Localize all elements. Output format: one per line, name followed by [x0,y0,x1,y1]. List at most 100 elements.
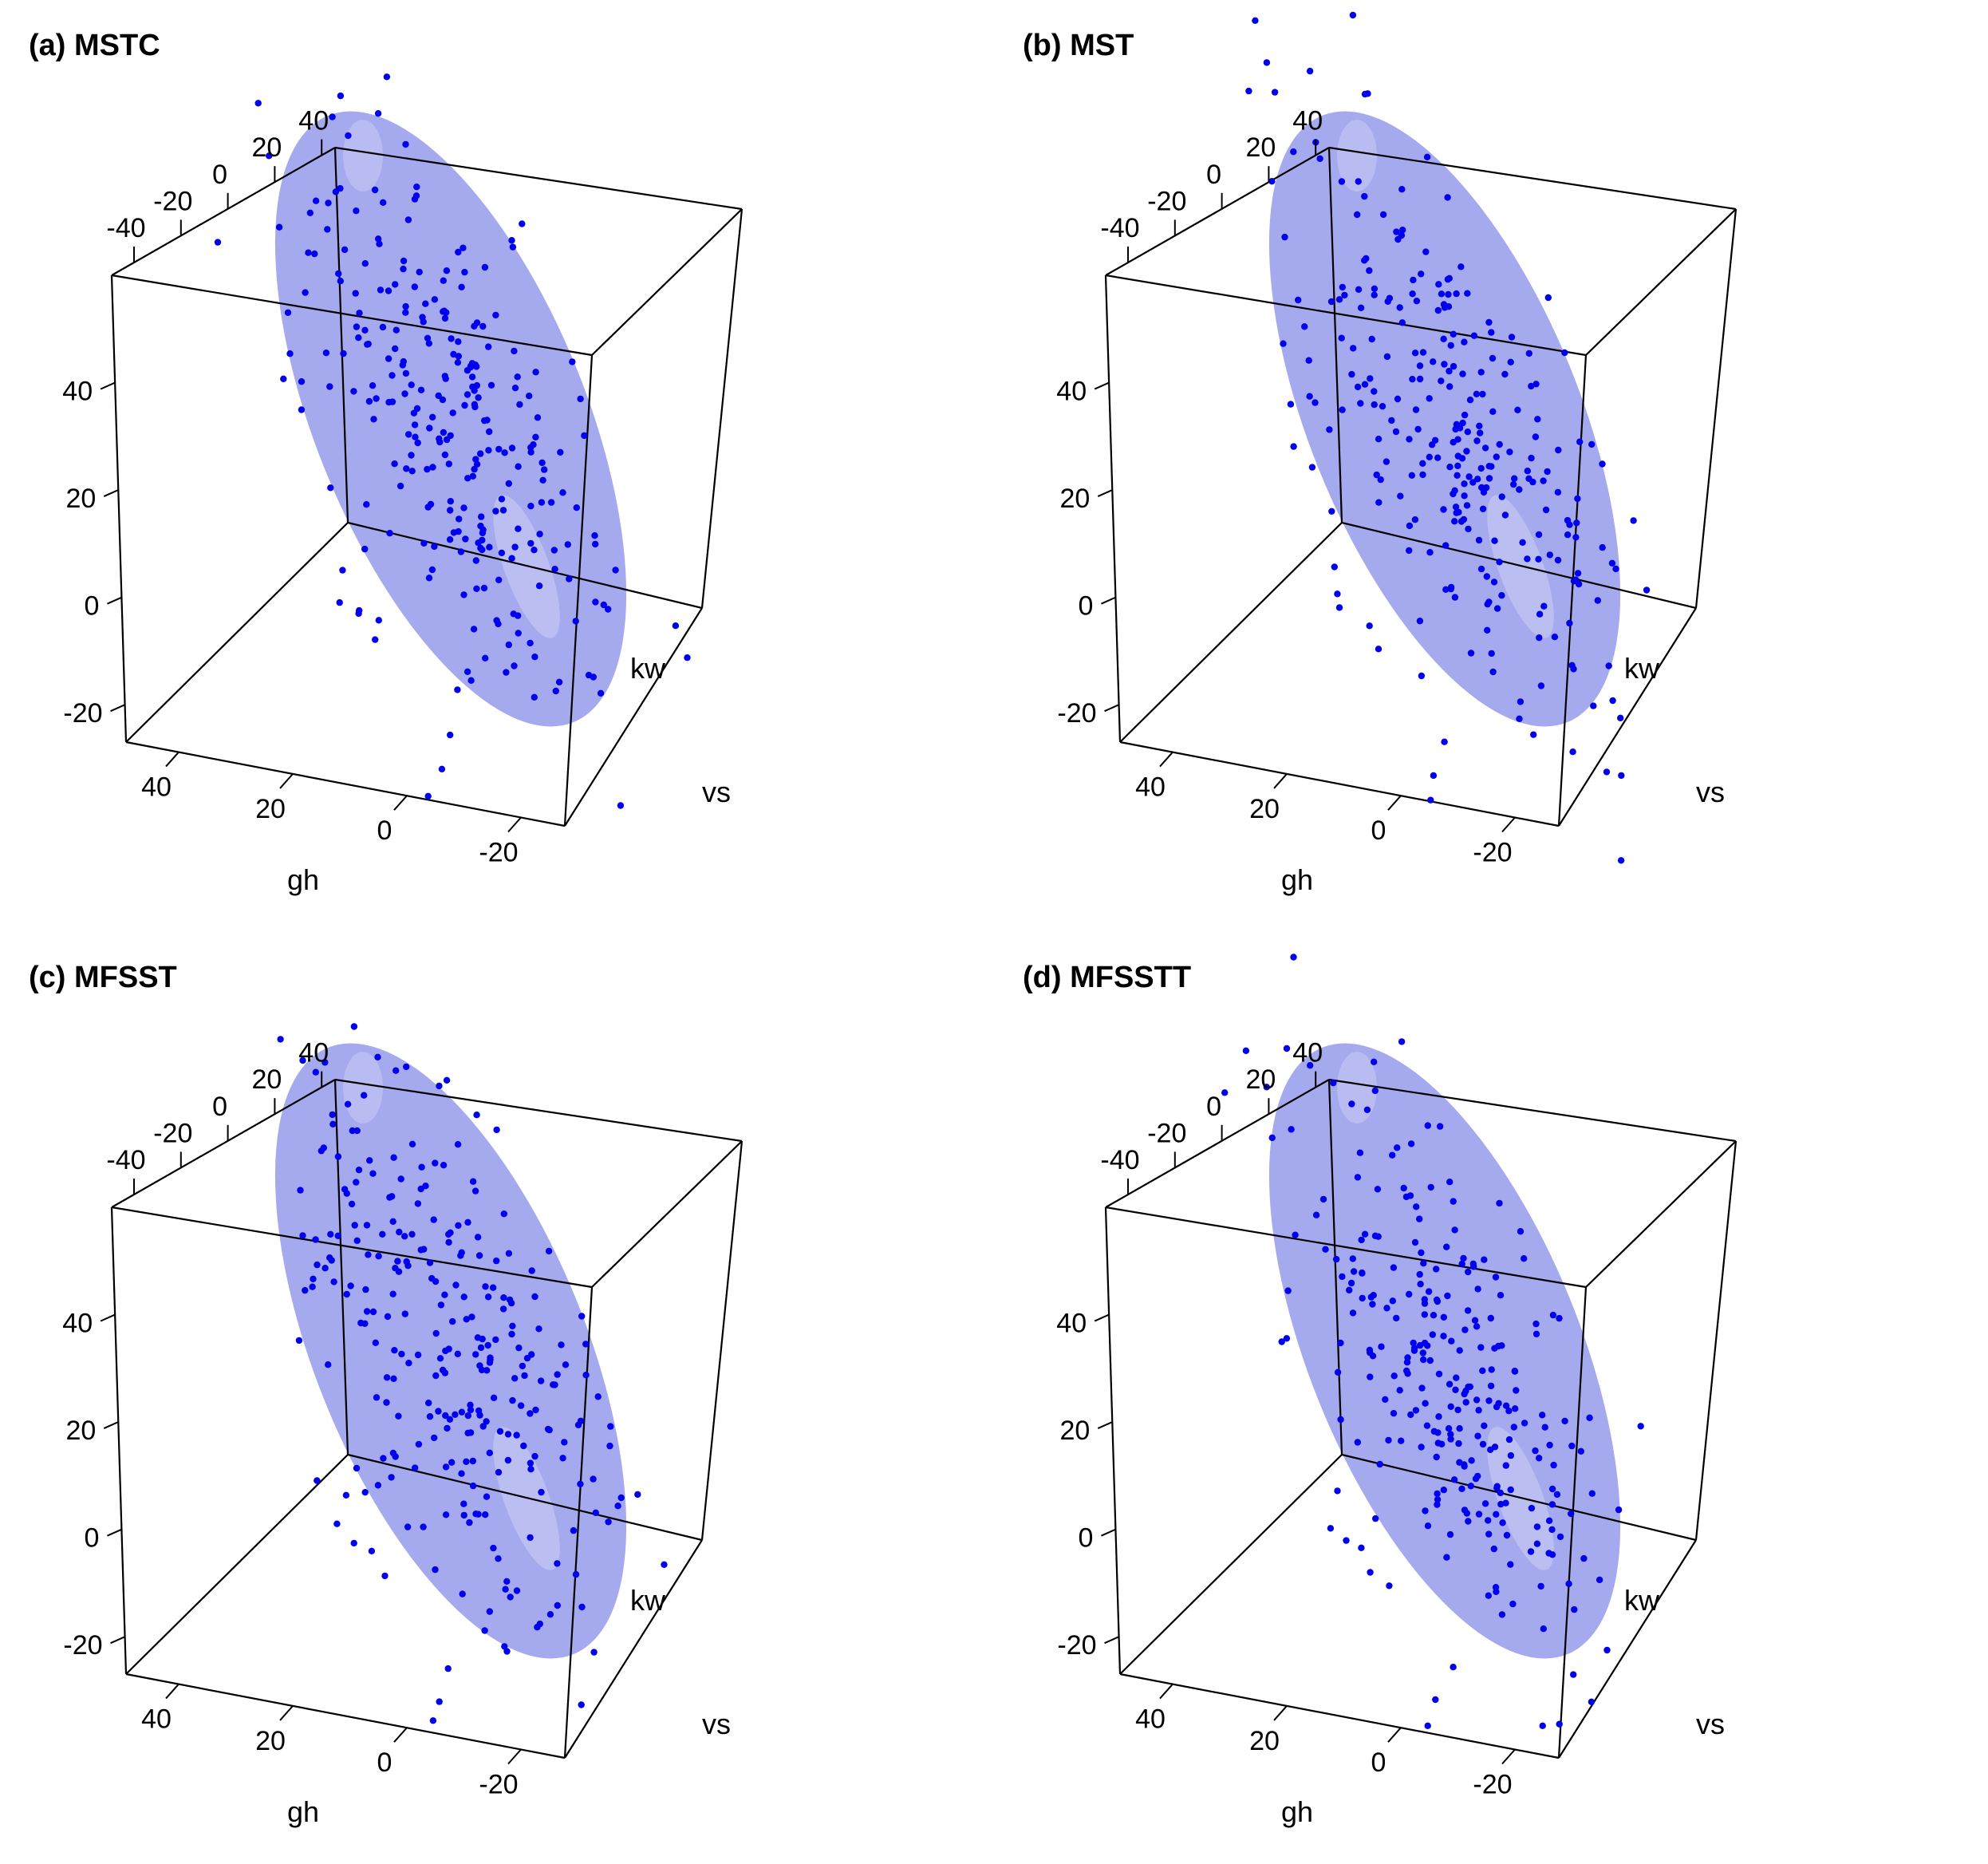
data-point [432,1372,440,1380]
box-edge [1694,1140,1738,1541]
data-point [385,355,392,362]
data-point [1433,1453,1440,1461]
data-point [1429,1331,1436,1338]
data-point [1450,439,1457,446]
data-point [1493,605,1501,612]
data-point [1327,298,1335,306]
data-point [1485,1397,1493,1404]
data-point [467,677,475,684]
data-point [1327,1525,1335,1532]
data-point [1529,478,1536,486]
data-point [570,1526,578,1534]
data-point [1421,1311,1428,1318]
data-point [514,373,521,381]
data-point [355,1167,363,1174]
data-point [504,1456,512,1464]
data-point [492,311,499,319]
data-point [672,622,680,630]
data-point [1549,1311,1557,1319]
data-point [582,1372,590,1379]
data-point [416,268,423,276]
data-point [1527,1548,1535,1555]
data-point [467,1429,475,1436]
data-point [1398,186,1406,193]
data-point [1445,1425,1453,1432]
data-point [350,1539,357,1547]
axis-tick [1097,489,1113,498]
data-point [1473,1323,1481,1330]
box-edge [1104,274,1122,743]
data-point [1454,462,1461,469]
data-point [1332,1255,1340,1263]
data-point [1447,1436,1454,1443]
data-point [577,1480,584,1487]
data-point [363,501,370,508]
data-point [592,598,599,606]
data-point [1371,1058,1378,1065]
data-point [1399,227,1406,234]
data-point [1511,1368,1518,1375]
panel-title: (b) MST [1023,29,1134,62]
data-point [389,1193,396,1200]
data-point [357,1319,365,1327]
tick-label: 20 [65,484,96,514]
data-point [1407,1140,1415,1147]
data-point [508,237,515,244]
data-point [509,243,517,251]
data-point [1319,1195,1327,1203]
data-point [368,1547,376,1554]
data-point [446,536,454,543]
data-point [1403,1367,1410,1375]
data-point [1492,1274,1500,1281]
data-point [1420,1260,1427,1267]
data-point [1528,382,1535,390]
data-point [1459,370,1466,377]
data-point [561,1439,568,1446]
data-point [463,1458,470,1465]
tick-label: 0 [84,1523,99,1554]
data-point [557,448,564,456]
data-point [1307,1062,1314,1069]
data-point [1443,1554,1450,1561]
data-point [403,1258,410,1266]
data-point [605,606,612,613]
data-point [1355,286,1363,293]
data-point [321,1059,329,1066]
data-point [1426,549,1434,556]
data-point [1398,1437,1405,1444]
data-point [1295,296,1302,304]
data-point [607,1423,614,1430]
data-point [502,1586,509,1593]
data-point [1378,1343,1385,1350]
box-edge [1558,1539,1697,1759]
data-point [355,334,362,342]
data-point [1373,471,1380,479]
data-point [424,334,432,342]
data-point [1507,1486,1514,1494]
data-point [1271,89,1279,96]
data-point [1348,1100,1355,1108]
data-point [1379,403,1386,410]
data-point [1461,338,1468,346]
data-point [1548,1501,1556,1508]
data-point [1306,393,1313,400]
data-point [405,431,412,438]
surface-highlight [1337,1052,1377,1124]
data-point [1402,1193,1410,1201]
data-point [1450,362,1457,370]
panel-title: (d) MFSSTT [1023,961,1192,994]
data-point [481,1627,488,1634]
data-point [554,1560,561,1567]
data-point [490,1394,498,1401]
data-point [1461,1507,1469,1514]
data-point [483,1367,491,1374]
data-point [515,630,522,637]
data-point [1618,772,1625,780]
data-point [1568,1510,1575,1518]
data-point [1502,1462,1509,1469]
data-point [1574,495,1581,503]
data-point [1338,178,1346,185]
data-point [1404,1354,1411,1361]
data-point [1461,1461,1468,1468]
surface-body [274,111,627,727]
